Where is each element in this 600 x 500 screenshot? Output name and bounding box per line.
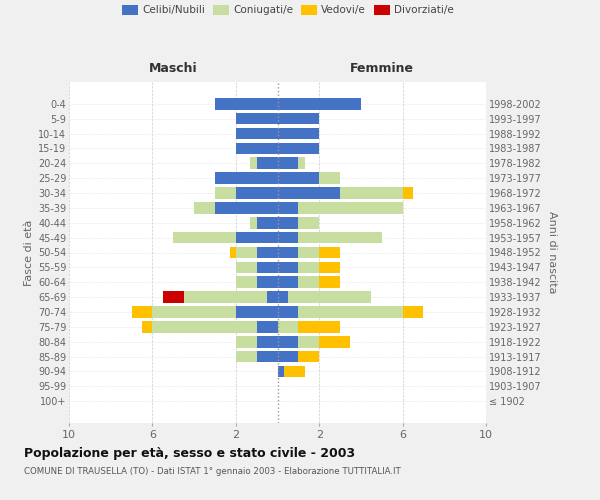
Bar <box>236 187 277 199</box>
Bar <box>319 336 350 347</box>
Bar <box>152 321 257 332</box>
Bar <box>298 232 382 243</box>
Bar <box>288 292 371 303</box>
Bar <box>194 202 215 213</box>
Bar <box>319 172 340 184</box>
Bar <box>215 172 277 184</box>
Bar <box>298 306 403 318</box>
Bar <box>142 321 152 332</box>
Text: Femmine: Femmine <box>350 62 414 75</box>
Bar <box>236 142 277 154</box>
Bar <box>319 246 340 258</box>
Bar <box>298 246 319 258</box>
Bar <box>215 202 277 213</box>
Bar <box>257 158 277 169</box>
Bar <box>257 276 277 288</box>
Bar <box>277 276 298 288</box>
Y-axis label: Fasce di età: Fasce di età <box>23 220 34 286</box>
Bar <box>236 128 277 140</box>
Y-axis label: Anni di nascita: Anni di nascita <box>547 211 557 294</box>
Bar <box>257 321 277 332</box>
Bar <box>236 113 277 124</box>
Bar <box>277 142 319 154</box>
Bar <box>230 246 236 258</box>
Bar <box>403 306 424 318</box>
Bar <box>215 98 277 110</box>
Bar <box>236 276 257 288</box>
Bar <box>236 351 257 362</box>
Bar <box>298 202 403 213</box>
Bar <box>277 202 298 213</box>
Bar <box>257 246 277 258</box>
Bar <box>277 98 361 110</box>
Bar <box>340 187 403 199</box>
Bar <box>257 217 277 228</box>
Bar <box>277 336 298 347</box>
Legend: Celibi/Nubili, Coniugati/e, Vedovi/e, Divorziati/e: Celibi/Nubili, Coniugati/e, Vedovi/e, Di… <box>122 5 454 15</box>
Bar <box>319 262 340 273</box>
Bar <box>298 262 319 273</box>
Bar <box>277 172 319 184</box>
Bar <box>267 292 277 303</box>
Bar <box>163 292 184 303</box>
Bar <box>131 306 152 318</box>
Bar <box>236 306 277 318</box>
Bar <box>298 158 305 169</box>
Bar <box>277 321 298 332</box>
Bar <box>277 262 298 273</box>
Bar <box>298 351 319 362</box>
Bar <box>298 276 319 288</box>
Bar <box>403 187 413 199</box>
Bar <box>236 246 257 258</box>
Bar <box>215 187 236 199</box>
Bar <box>319 276 340 288</box>
Bar <box>173 232 236 243</box>
Bar <box>277 366 284 378</box>
Bar <box>277 113 319 124</box>
Bar <box>277 246 298 258</box>
Bar <box>257 336 277 347</box>
Bar <box>236 232 277 243</box>
Bar <box>277 306 298 318</box>
Text: Popolazione per età, sesso e stato civile - 2003: Popolazione per età, sesso e stato civil… <box>24 448 355 460</box>
Bar <box>277 351 298 362</box>
Bar <box>184 292 267 303</box>
Bar <box>284 366 305 378</box>
Bar <box>236 262 257 273</box>
Bar <box>298 321 340 332</box>
Bar <box>277 232 298 243</box>
Bar <box>236 336 257 347</box>
Bar <box>298 217 319 228</box>
Bar <box>277 187 340 199</box>
Text: COMUNE DI TRAUSELLA (TO) - Dati ISTAT 1° gennaio 2003 - Elaborazione TUTTITALIA.: COMUNE DI TRAUSELLA (TO) - Dati ISTAT 1°… <box>24 468 401 476</box>
Bar <box>257 262 277 273</box>
Bar <box>257 351 277 362</box>
Bar <box>277 217 298 228</box>
Bar <box>277 158 298 169</box>
Bar <box>152 306 236 318</box>
Bar <box>277 128 319 140</box>
Text: Maschi: Maschi <box>149 62 197 75</box>
Bar <box>277 292 288 303</box>
Bar <box>298 336 319 347</box>
Bar <box>250 217 257 228</box>
Bar <box>250 158 257 169</box>
